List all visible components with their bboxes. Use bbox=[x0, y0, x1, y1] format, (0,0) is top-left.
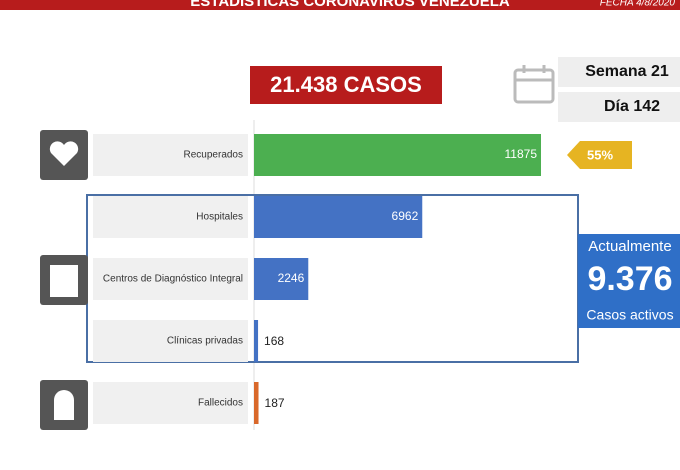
bar bbox=[254, 258, 309, 300]
calendar-icon bbox=[513, 65, 555, 104]
hospital-shape bbox=[50, 265, 78, 297]
share-badge bbox=[567, 141, 632, 169]
bar bbox=[254, 134, 541, 176]
category-box bbox=[93, 382, 248, 424]
category-box bbox=[93, 196, 248, 238]
active-label-bottom: Casos activos bbox=[586, 307, 673, 323]
active-number: 9.376 bbox=[587, 260, 672, 298]
bar bbox=[254, 382, 259, 424]
value-label: 11875 bbox=[505, 147, 538, 161]
category-box bbox=[93, 258, 248, 300]
day: Día 142 bbox=[604, 98, 660, 115]
category-label: Recuperados bbox=[184, 150, 243, 161]
heart-shape bbox=[49, 141, 79, 166]
category-box bbox=[93, 134, 248, 176]
header-title: ESTADÍSTICAS CORONAVIRUS VENEZUELA bbox=[190, 0, 510, 10]
category-box bbox=[93, 320, 248, 362]
category-label: Hospitales bbox=[196, 212, 243, 223]
week: Semana 21 bbox=[585, 63, 669, 80]
day-box bbox=[558, 92, 680, 122]
total-box bbox=[250, 66, 442, 104]
category-label: Clínicas privadas bbox=[167, 336, 243, 347]
active-box bbox=[578, 234, 680, 328]
category-label: Fallecidos bbox=[198, 398, 243, 409]
total-cases: 21.438 CASOS bbox=[270, 72, 422, 97]
week-box bbox=[558, 57, 680, 87]
grave-shape bbox=[54, 390, 74, 420]
category-label: Centros de Diagnóstico Integral bbox=[103, 274, 243, 285]
header-date: FECHA 4/8/2020 bbox=[600, 0, 676, 9]
value-label: 6962 bbox=[392, 209, 419, 223]
header-bar bbox=[0, 0, 680, 10]
value-label: 168 bbox=[264, 334, 284, 348]
bar bbox=[254, 320, 259, 362]
recovered-share: 55% bbox=[587, 147, 613, 162]
value-label: 187 bbox=[265, 396, 285, 410]
value-label: 2246 bbox=[278, 271, 305, 285]
bar bbox=[254, 196, 423, 238]
active-label-top: Actualmente bbox=[588, 238, 671, 255]
